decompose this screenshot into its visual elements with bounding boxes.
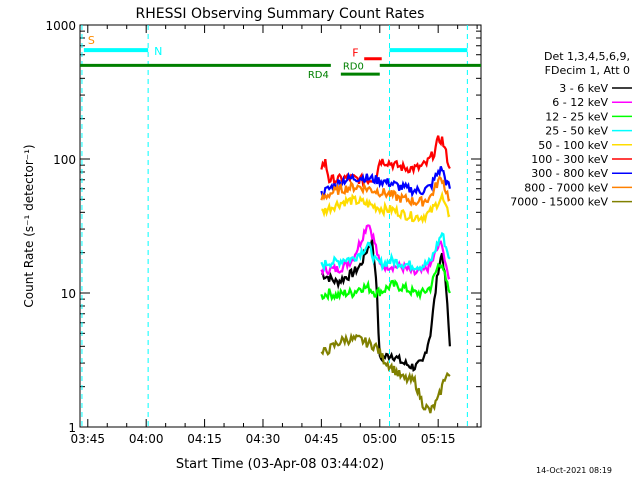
y-tick-label: 100 <box>53 153 76 167</box>
x-tick-label: 03:45 <box>70 432 105 446</box>
night-flag-label: N <box>154 45 162 58</box>
series-line-2 <box>320 224 451 280</box>
x-tick-label: 04:15 <box>187 432 222 446</box>
x-axis-ticks: 03:45 04:00 04:15 04:30 04:45 05:00 05:15 <box>70 25 478 446</box>
legend-entry-label: 300 - 800 keV <box>531 167 608 180</box>
series-line-8 <box>320 175 451 207</box>
legend-header-2: FDecim 1, Att 0 <box>545 64 630 77</box>
legend-entry-label: 800 - 7000 keV <box>524 181 608 194</box>
y-axis-label: Count Rate (s⁻¹ detector⁻¹) <box>22 144 36 307</box>
x-axis-label: Start Time (03-Apr-08 03:44:02) <box>176 457 384 472</box>
series-line-9 <box>320 332 451 414</box>
x-tick-label: 05:15 <box>421 432 456 446</box>
legend-entry-label: 25 - 50 keV <box>545 125 608 138</box>
x-tick-label: 04:30 <box>246 432 281 446</box>
legend-entry-label: 3 - 6 keV <box>559 82 608 95</box>
plot-frame <box>79 24 482 428</box>
y-tick-label: 10 <box>61 287 76 301</box>
series-line-6 <box>320 135 451 189</box>
rd0-flag-label: RD0 <box>343 61 364 72</box>
saa-flag-label: S <box>88 34 95 47</box>
flare-flag-label: F <box>352 47 358 60</box>
series-layer <box>320 135 451 414</box>
legend-entry-label: 12 - 25 keV <box>545 110 608 123</box>
observing-flags: S N RD0 RD4 F <box>80 25 481 427</box>
chart-title: RHESSI Observing Summary Count Rates <box>136 6 425 22</box>
series-line-5 <box>321 190 451 225</box>
y-tick-label: 1000 <box>45 19 76 33</box>
legend-header-1: Det 1,3,4,5,6,9, <box>544 50 630 63</box>
timestamp-label: 14-Oct-2021 08:19 <box>536 466 612 475</box>
series-line-4 <box>320 231 451 273</box>
y-axis-ticks: 1 10 100 1000 <box>45 19 481 435</box>
legend-entry-label: 100 - 300 keV <box>531 153 608 166</box>
series-line-3 <box>320 262 451 302</box>
series-line-1 <box>321 239 451 372</box>
x-tick-label: 04:45 <box>304 432 339 446</box>
x-tick-label: 05:00 <box>362 432 397 446</box>
legend-entry-label: 50 - 100 keV <box>538 139 608 152</box>
rd4-flag-label: RD4 <box>308 70 329 81</box>
x-tick-label: 04:00 <box>129 432 164 446</box>
y-tick-label: 1 <box>68 421 76 435</box>
legend-entry-label: 6 - 12 keV <box>552 96 608 109</box>
series-line-7 <box>320 166 451 199</box>
legend-entry-label: 7000 - 15000 keV <box>510 196 608 209</box>
